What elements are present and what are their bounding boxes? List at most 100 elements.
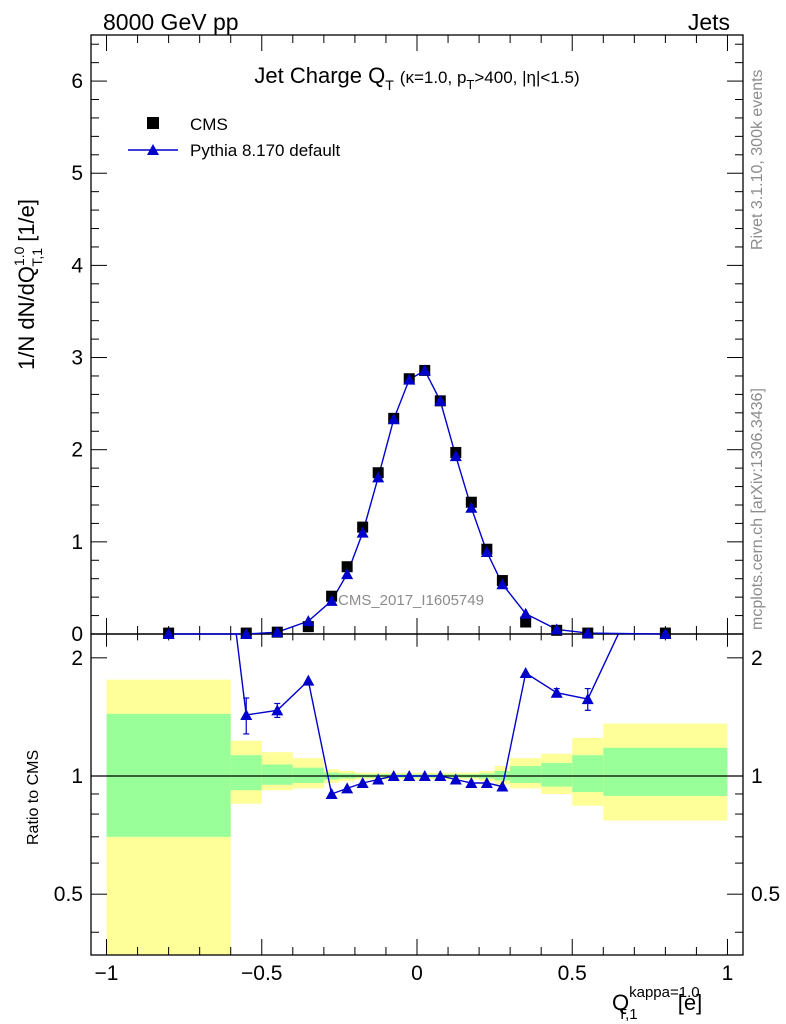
x-tick-label-4: 1 [722, 962, 734, 985]
pythia-point-11 [434, 394, 447, 406]
pythia-point-12 [449, 450, 462, 462]
ratio-ytick-label-right-1: 1 [751, 765, 763, 788]
main-ytick-label-0: 0 [71, 623, 83, 646]
ratio-point-13 [465, 776, 478, 788]
xlabel: Qkappa=1.0 T,1 [e] [612, 984, 702, 1023]
ratio-ytick-label-left-2: 2 [71, 647, 83, 670]
ratio-ytick-label-right-2: 2 [751, 647, 763, 670]
xlabel-post: [e] [672, 990, 703, 1015]
pythia-point-16 [519, 607, 532, 619]
legend-cms-marker [147, 117, 159, 129]
xlabel-sup: kappa=1.0 [629, 984, 699, 1001]
pythia-point-18 [581, 627, 594, 639]
cms-point-3 [302, 621, 314, 633]
main-ytick-label-5: 5 [71, 162, 83, 185]
rivet-label: Rivet 3.1.10, 300k events [749, 69, 766, 250]
legend-pythia-marker [147, 144, 159, 155]
ratio-point-1 [240, 709, 253, 721]
main-ylabel-post: [1/e] [14, 199, 39, 248]
chart-title: Jet Charge QT (κ=1.0, pT>400, |η|<1.5) [254, 63, 579, 93]
ratio-panel-frame: −1 −0.5 0 0.5 1 0.5 0.5 1 1 2 2 [54, 633, 780, 985]
ratio-point-16 [519, 666, 532, 678]
main-ylabel-sup: 1.0 [11, 246, 27, 266]
ratio-point-17 [550, 686, 563, 698]
title-extra-tail: >400, |η|<1.5) [474, 68, 579, 87]
ratio-point-7 [372, 773, 385, 785]
xlabel-sub: T,1 [618, 1006, 638, 1023]
pythia-point-7 [372, 471, 385, 483]
ratio-point-12 [449, 773, 462, 785]
main-ytick-label-6: 6 [71, 70, 83, 93]
band-inner-2 [261, 764, 293, 785]
band-inner-0 [106, 713, 231, 837]
ratio-point-8 [387, 770, 400, 782]
ratio-line [235, 634, 620, 795]
header-left: 8000 GeV pp [103, 9, 239, 35]
pythia-line [168, 369, 666, 635]
pythia-point-17 [550, 623, 563, 635]
pythia-point-6 [356, 526, 369, 538]
ratio-point-10 [418, 770, 431, 782]
ratio-point-18 [581, 693, 594, 705]
title-main: Jet Charge Q [254, 63, 385, 88]
main-ytick-label-4: 4 [71, 254, 83, 277]
ratio-point-15 [496, 780, 509, 792]
x-tick-label-3: 0.5 [558, 962, 587, 985]
pythia-point-10 [418, 364, 431, 376]
band-inner-3 [292, 767, 324, 783]
x-tick-label-2: 0 [411, 962, 423, 985]
ratio-point-9 [403, 770, 416, 782]
pythia-point-5 [341, 568, 354, 580]
ratio-panel-marks [235, 634, 620, 799]
main-ytick-label-2: 2 [71, 439, 83, 462]
legend-pythia-label: Pythia 8.170 default [190, 141, 341, 160]
ratio-ylabel: Ratio to CMS [25, 750, 42, 845]
ratio-ytick-label-right-0: 0.5 [751, 883, 780, 906]
band-inner-11 [572, 755, 604, 793]
ratio-point-11 [434, 770, 447, 782]
main-frame-box [90, 34, 744, 635]
title-extra: (κ=1.0, p [400, 68, 467, 87]
main-ytick-label-3: 3 [71, 347, 83, 370]
cms-point-16 [520, 616, 532, 628]
band-inner-10 [541, 762, 573, 787]
ratio-uncertainty-bands [106, 679, 728, 955]
legend: CMS Pythia 8.170 default [128, 115, 341, 160]
band-inner-12 [603, 747, 728, 796]
x-tick-label-1: −0.5 [241, 962, 282, 985]
pythia-point-2 [271, 626, 284, 638]
main-panel-marks [162, 364, 672, 639]
title-sub: T [385, 77, 394, 93]
pythia-point-19 [659, 628, 672, 639]
ratio-ytick-label-left-0: 0.5 [54, 883, 83, 906]
pythia-point-15 [496, 578, 509, 590]
pythia-point-14 [480, 545, 493, 557]
pythia-point-8 [387, 413, 400, 425]
ratio-point-14 [480, 776, 493, 788]
pythia-point-3 [302, 615, 315, 627]
pythia-point-13 [465, 501, 478, 513]
xlabel-pre: Q [612, 990, 629, 1015]
main-ytick-label-1: 1 [71, 531, 83, 554]
pythia-point-0 [162, 628, 175, 639]
watermark: CMS_2017_I1605749 [338, 592, 484, 609]
main-panel-frame: 0 1 2 3 4 5 6 [71, 34, 744, 646]
ratio-point-6 [356, 776, 369, 788]
ratio-point-2 [271, 704, 284, 716]
ratio-point-4 [325, 787, 338, 799]
legend-cms-label: CMS [190, 115, 228, 134]
ratio-ytick-label-left-1: 1 [71, 765, 83, 788]
mcplots-label: mcplots.cern.ch [arXiv:1306.3436] [749, 388, 766, 630]
band-inner-9 [510, 766, 542, 783]
pythia-point-1 [240, 628, 253, 639]
ratio-point-5 [341, 782, 354, 794]
main-ylabel-sub: T,1 [29, 248, 45, 267]
x-tick-label-0: −1 [95, 962, 119, 985]
band-inner-1 [230, 755, 262, 791]
main-ylabel-pre: 1/N dN/dQ [14, 266, 39, 370]
header-right: Jets [688, 9, 730, 35]
title-extra-sub: T [466, 77, 474, 92]
pythia-point-9 [403, 373, 416, 385]
ratio-point-3 [302, 674, 315, 686]
